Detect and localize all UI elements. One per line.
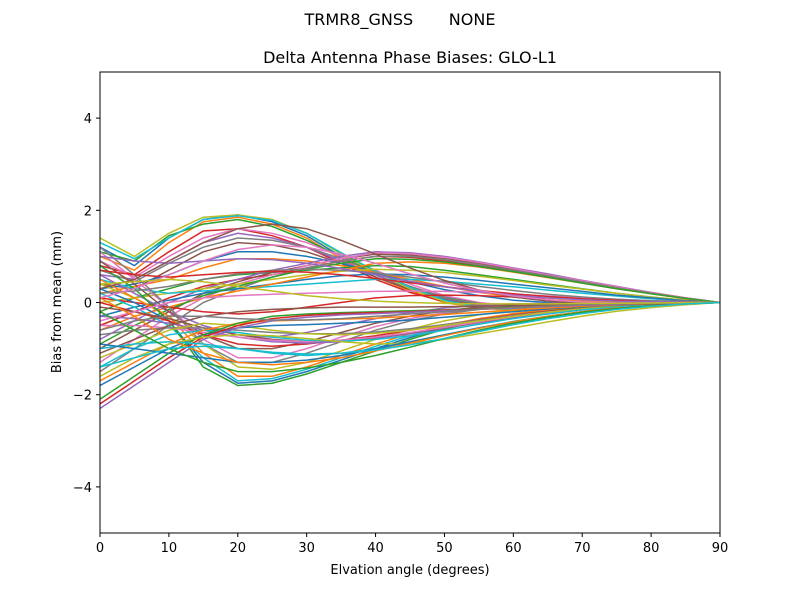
x-tick-label: 40 <box>367 541 384 556</box>
x-tick-label: 90 <box>712 541 729 556</box>
series-line <box>99 273 721 318</box>
x-tick-label: 50 <box>436 541 453 556</box>
x-tick-label: 80 <box>643 541 660 556</box>
x-tick-label: 0 <box>96 541 104 556</box>
series-line <box>99 278 720 305</box>
series-line <box>99 301 721 368</box>
x-axis-label: Elvation angle (degrees) <box>330 563 489 578</box>
series-line <box>99 255 721 373</box>
series-line <box>99 268 721 304</box>
x-axis-ticks: 0 10 20 30 40 50 60 70 80 90 <box>96 533 728 556</box>
series-line <box>99 301 721 359</box>
series-line <box>99 268 721 304</box>
y-tick-label: −2 <box>73 389 92 404</box>
x-tick-label: 30 <box>298 541 315 556</box>
y-tick-label: −4 <box>73 481 92 496</box>
y-axis-ticks: −4 −2 0 2 4 <box>73 112 100 496</box>
x-tick-label: 60 <box>505 541 522 556</box>
series-line <box>99 301 721 373</box>
y-tick-label: 2 <box>84 204 92 219</box>
x-tick-label: 70 <box>574 541 591 556</box>
chart-title: Delta Antenna Phase Biases: GLO-L1 <box>263 48 557 67</box>
series-line <box>99 269 721 304</box>
x-tick-label: 20 <box>230 541 247 556</box>
series-line <box>99 257 721 345</box>
y-tick-label: 4 <box>84 112 92 127</box>
y-tick-label: 0 <box>84 297 92 312</box>
y-axis-label: Bias from mean (mm) <box>50 231 65 373</box>
x-tick-label: 10 <box>161 541 178 556</box>
plot-lines <box>99 214 721 410</box>
series-line <box>99 278 721 304</box>
figure-suptitle: TRMR8_GNSS NONE <box>304 10 496 29</box>
